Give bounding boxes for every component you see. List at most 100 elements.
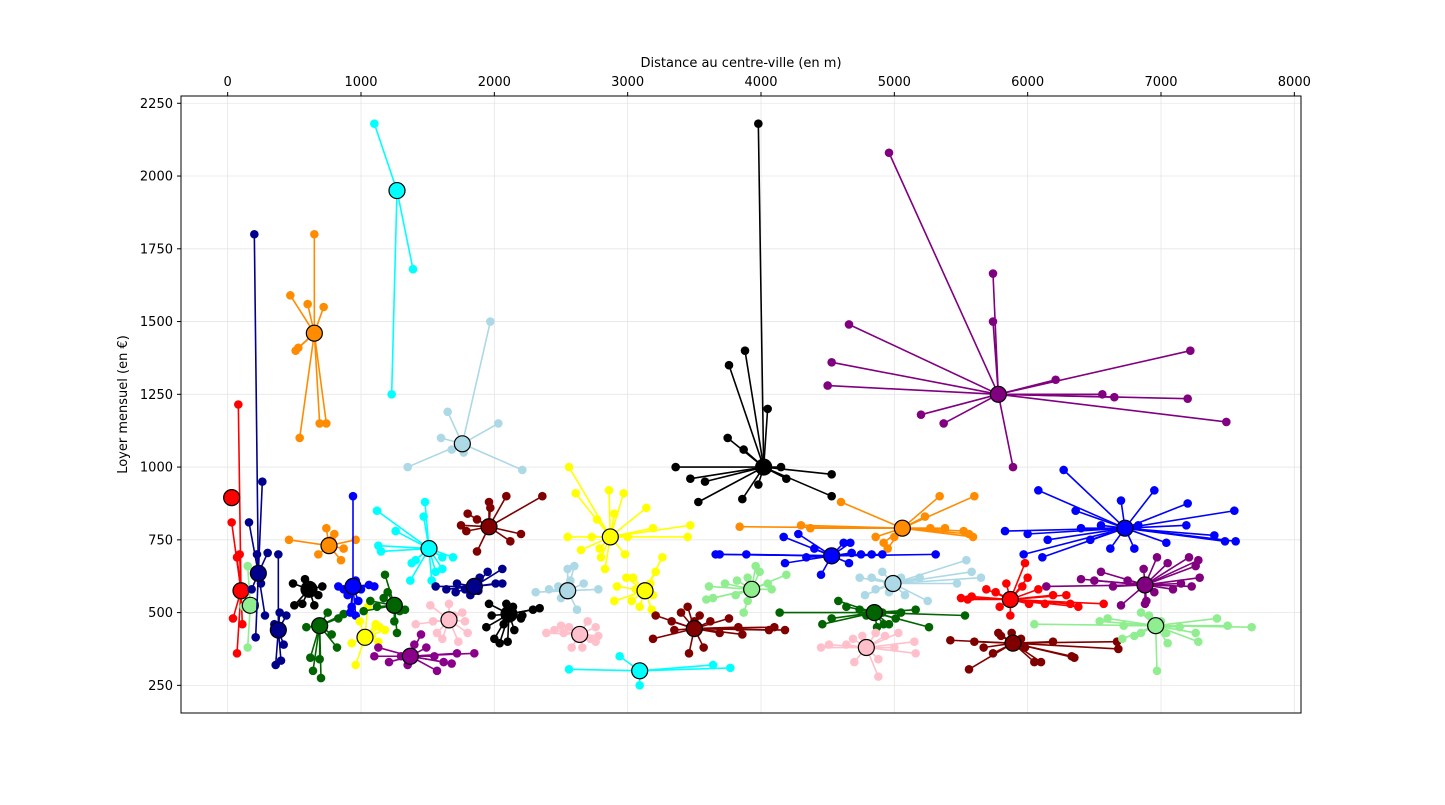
cluster-link-line xyxy=(920,393,999,416)
cluster-centroid xyxy=(232,582,250,600)
cluster-centroid xyxy=(1116,519,1134,537)
cluster-24 xyxy=(564,651,735,690)
data-point xyxy=(615,651,624,661)
data-point xyxy=(856,550,866,559)
data-point xyxy=(775,608,784,617)
cluster-link-line xyxy=(396,190,414,270)
data-point xyxy=(924,622,934,632)
cluster-centroid xyxy=(249,564,267,582)
data-point xyxy=(315,654,324,664)
data-point xyxy=(1123,576,1132,585)
data-point xyxy=(735,522,744,532)
data-point xyxy=(595,544,604,553)
data-point xyxy=(708,593,718,603)
data-point xyxy=(556,621,566,630)
data-point xyxy=(403,462,412,472)
data-point xyxy=(926,523,935,533)
cluster-link-line xyxy=(488,495,543,528)
data-point xyxy=(1187,582,1196,591)
y-tick-label: 2250 xyxy=(140,97,173,112)
y-axis-label: Loyer mensuel (en €) xyxy=(116,335,131,474)
cluster-link-line xyxy=(1012,640,1118,644)
data-point xyxy=(1008,462,1018,472)
data-point xyxy=(827,614,836,623)
cluster-link-line xyxy=(892,571,972,585)
cluster-centroid xyxy=(223,489,241,507)
cluster-link-line xyxy=(376,510,430,550)
data-point xyxy=(878,567,887,577)
data-point xyxy=(1086,535,1095,545)
data-point xyxy=(911,605,920,614)
data-point xyxy=(1074,602,1083,612)
data-point xyxy=(387,390,396,399)
cluster-14 xyxy=(370,630,479,676)
cluster-link-line xyxy=(1010,598,1104,605)
data-point xyxy=(686,474,695,484)
data-point xyxy=(704,582,714,591)
cluster-centroid xyxy=(884,574,902,593)
cluster-centroid xyxy=(500,605,518,623)
data-point xyxy=(1168,585,1178,594)
data-point xyxy=(1130,631,1139,641)
data-point xyxy=(1048,590,1058,600)
data-point xyxy=(490,634,499,644)
cluster-link-line xyxy=(902,527,974,538)
cluster-centroid xyxy=(823,547,841,565)
data-point xyxy=(531,587,540,597)
data-point xyxy=(878,550,887,559)
data-point xyxy=(871,532,880,542)
cluster-32 xyxy=(816,628,920,681)
cluster-link-line xyxy=(1075,509,1126,529)
data-point xyxy=(247,585,256,594)
data-point xyxy=(591,637,600,646)
data-point xyxy=(439,657,448,667)
data-point xyxy=(884,148,894,158)
data-point xyxy=(1231,536,1240,546)
data-point xyxy=(834,596,843,606)
data-point xyxy=(472,547,482,556)
data-point xyxy=(1034,486,1043,495)
data-point xyxy=(390,617,399,626)
cluster-centroid xyxy=(636,582,654,600)
cluster-15 xyxy=(411,599,472,646)
data-point xyxy=(451,587,460,597)
x-tick-label: 5000 xyxy=(878,75,911,90)
data-point xyxy=(494,419,503,428)
data-point xyxy=(447,445,456,454)
data-point xyxy=(1067,651,1076,661)
data-point xyxy=(724,360,734,370)
data-point xyxy=(960,611,970,620)
data-point xyxy=(1150,587,1159,597)
y-tick-label: 1000 xyxy=(140,461,173,476)
data-point xyxy=(1130,544,1139,553)
cluster-centroid xyxy=(320,537,338,555)
data-point xyxy=(715,550,724,559)
data-point xyxy=(452,649,462,658)
data-point xyxy=(612,582,622,591)
data-point xyxy=(779,532,788,542)
data-point xyxy=(723,433,732,443)
data-point xyxy=(776,462,786,472)
data-point xyxy=(764,625,774,635)
cluster-link-line xyxy=(462,443,523,471)
data-point xyxy=(651,567,660,577)
data-point xyxy=(743,573,752,582)
data-point xyxy=(763,404,772,414)
cluster-centroid xyxy=(356,628,374,646)
data-point xyxy=(855,605,864,614)
data-point xyxy=(371,619,380,629)
data-point xyxy=(1020,558,1030,568)
data-point xyxy=(755,567,764,577)
data-point xyxy=(1066,599,1075,609)
data-point xyxy=(1119,621,1128,630)
data-point xyxy=(314,550,323,559)
data-point xyxy=(498,564,507,574)
data-point xyxy=(332,643,342,652)
data-point xyxy=(571,488,580,498)
data-point xyxy=(827,470,836,479)
y-tick-label: 2000 xyxy=(140,170,173,185)
cluster-link-line xyxy=(992,321,1000,395)
data-point xyxy=(458,608,467,617)
data-point xyxy=(228,614,238,623)
data-point xyxy=(846,538,855,548)
